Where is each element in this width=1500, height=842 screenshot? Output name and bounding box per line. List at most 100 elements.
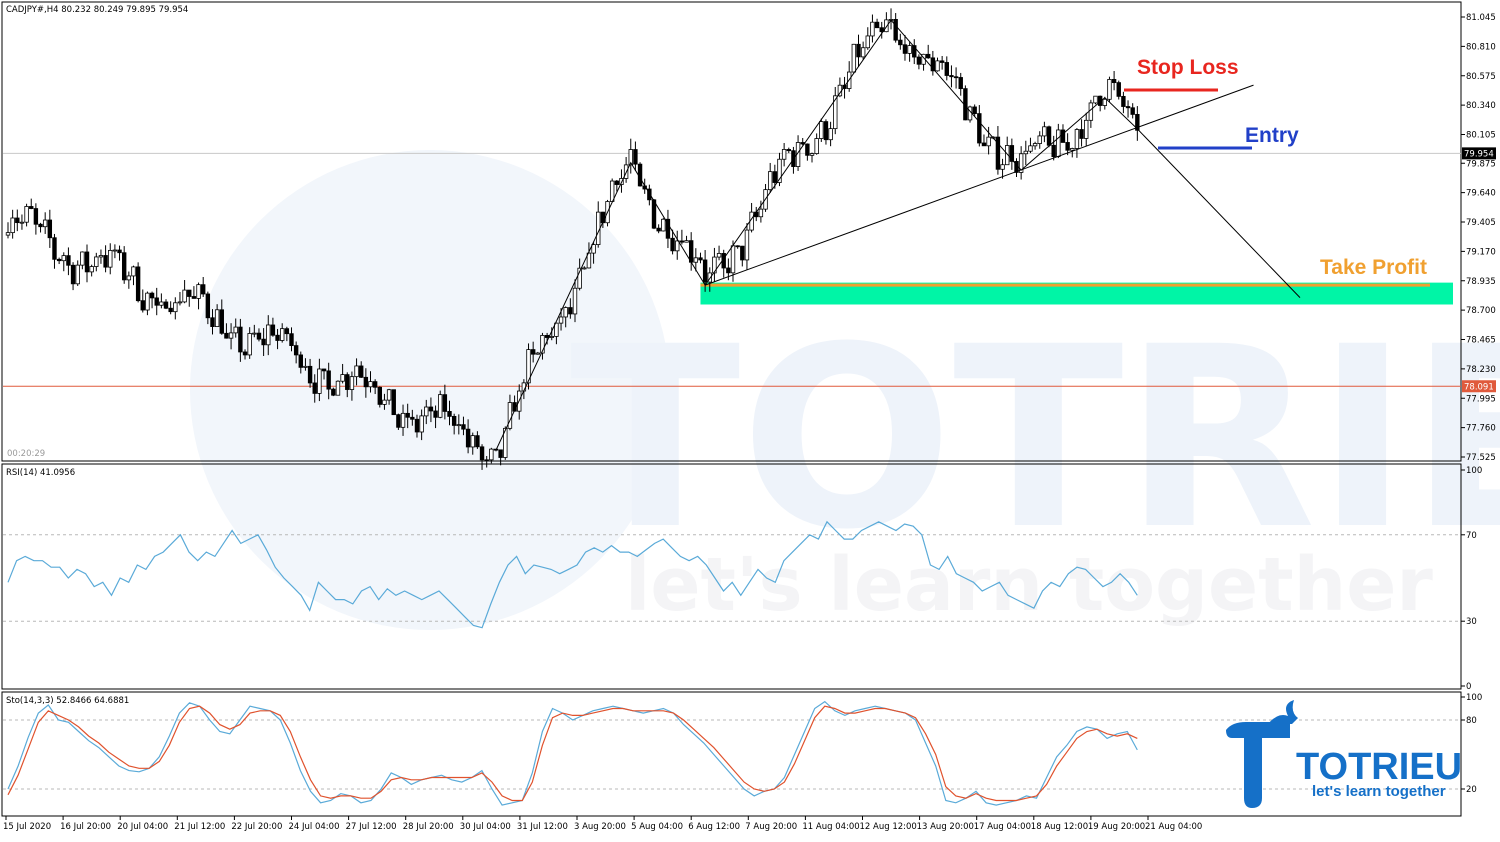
time-tick-label: 30 Jul 04:00 <box>460 822 511 832</box>
candle-bear <box>1065 142 1070 151</box>
candle-bull <box>266 324 271 346</box>
candle-bear <box>953 76 959 79</box>
candle-bull <box>828 128 833 141</box>
candle-bear <box>647 188 652 201</box>
time-tick-label: 20 Jul 04:00 <box>117 822 168 832</box>
candle-bear <box>972 106 977 114</box>
candle-bull <box>628 149 633 166</box>
current-price-box <box>1462 147 1496 160</box>
candle-bull <box>126 275 132 281</box>
price-panel[interactable]: CADJPY#,H4 80.232 80.249 79.895 79.954 0… <box>3 5 1496 470</box>
candle-bear <box>307 365 313 384</box>
candle-bear <box>958 77 963 90</box>
price-tick-label: 77.995 <box>1466 394 1496 404</box>
time-tick-label: 15 Jul 2020 <box>3 822 51 832</box>
candle-bull <box>98 255 104 258</box>
candle-bull <box>456 424 462 427</box>
candle-bull <box>145 292 150 311</box>
candle-bear <box>33 208 39 225</box>
price-tick-label: 80.340 <box>1466 101 1496 111</box>
candle-bear <box>326 370 331 390</box>
sto-tick-label: 80 <box>1466 716 1477 726</box>
candle-bear <box>210 317 215 327</box>
take-profit-label: Take Profit <box>1320 256 1427 279</box>
candle-bull <box>744 229 750 261</box>
candle-bear <box>414 418 420 433</box>
candle-bear <box>284 328 290 335</box>
candle-bear <box>1121 95 1126 107</box>
candle-bull <box>80 251 85 266</box>
candle-bull <box>967 106 973 121</box>
candle-bear <box>66 255 71 266</box>
candle-bull <box>1084 119 1089 139</box>
candle-bear <box>484 459 489 462</box>
candle-bull <box>340 374 345 382</box>
candle-bull <box>419 415 424 433</box>
sto-panel[interactable]: Sto(14,3,3) 52.8466 64.6881 100 80 20 <box>3 693 1482 806</box>
candle-bear <box>447 411 452 417</box>
candle-bear <box>498 449 503 458</box>
candle-bear <box>772 171 778 183</box>
candle-bear <box>345 374 350 390</box>
zigzag-line <box>495 19 1301 451</box>
candle-bear <box>219 309 224 334</box>
candle-bear <box>879 27 884 33</box>
price-tick-label: 79.640 <box>1466 189 1496 199</box>
price-tick-label: 77.525 <box>1466 453 1496 463</box>
candle-bear <box>530 349 536 355</box>
candle-bull <box>89 266 94 273</box>
candle-bear <box>205 293 211 319</box>
candle-bull <box>554 322 559 337</box>
candle-bull <box>354 365 359 378</box>
watermark-tagline: let's learn together <box>625 542 1433 628</box>
candle-bear <box>372 381 378 388</box>
candle-bull <box>368 381 373 388</box>
candle-bear <box>187 289 192 297</box>
candle-bear <box>702 259 708 283</box>
candle-bull <box>42 219 48 228</box>
candle-bear <box>912 45 917 58</box>
candle-bear <box>805 143 810 156</box>
candle-bull <box>1102 98 1108 106</box>
candle-bull <box>1032 143 1038 147</box>
candle-bull <box>535 352 541 355</box>
sto-panel-frame <box>1 691 1462 817</box>
candle-bear <box>405 412 410 418</box>
candle-bear <box>261 338 266 346</box>
price-tick-label: 80.105 <box>1466 131 1496 141</box>
candle-bear <box>651 199 657 229</box>
candle-bear <box>479 446 485 461</box>
candle-bear <box>224 332 229 339</box>
candle-bull <box>1093 95 1098 104</box>
candle-bull <box>675 240 680 252</box>
candle-bear <box>191 296 197 299</box>
candle-bull <box>884 19 889 33</box>
logo: TOTRIEU let's learn together <box>1226 700 1462 808</box>
candle-bull <box>182 289 187 303</box>
candle-bull <box>526 349 531 384</box>
candle-bull <box>540 335 545 354</box>
candle-bull <box>112 249 118 252</box>
price-tick-label: 77.760 <box>1466 424 1496 434</box>
candle-bear <box>52 237 57 260</box>
candle-bull <box>730 245 736 274</box>
candle-bear <box>289 333 294 346</box>
candle-bull <box>507 402 513 429</box>
time-tick-label: 5 Aug 04:00 <box>631 822 683 832</box>
rsi-header: RSI(14) 41.0956 <box>6 468 75 478</box>
candle-bull <box>1028 145 1033 152</box>
candle-bear <box>944 62 949 76</box>
candle-bear <box>726 267 731 274</box>
candle-bull <box>935 60 940 72</box>
time-tick-label: 18 Aug 12:00 <box>1031 822 1088 832</box>
current-price-label: 79.954 <box>1464 149 1494 159</box>
candle-bear <box>298 354 303 368</box>
time-tick-label: 12 Aug 12:00 <box>860 822 917 832</box>
candle-bear <box>270 324 276 336</box>
candle-bull <box>870 21 875 37</box>
horizontal-lines: 79.954 78.091 <box>3 147 1496 393</box>
rsi-panel[interactable]: RSI(14) 41.0956 100 70 30 0 <box>3 466 1482 692</box>
candle-bull <box>781 149 787 160</box>
